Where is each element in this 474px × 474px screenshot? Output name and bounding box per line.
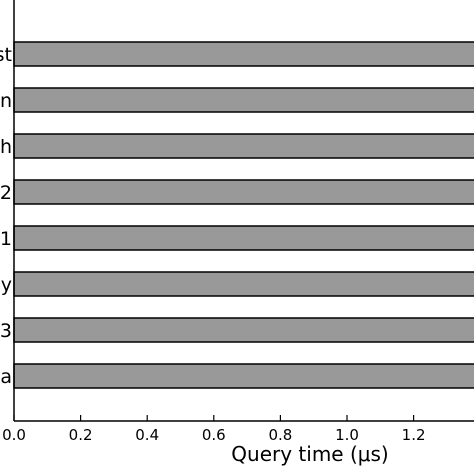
- category-label-2: h: [0, 136, 12, 158]
- bar-5: [13, 271, 474, 297]
- category-label-4: 1: [0, 228, 12, 250]
- bar-1: [13, 87, 474, 113]
- x-tick-label-6: 1.2: [402, 426, 426, 444]
- category-label-0: st: [0, 44, 12, 66]
- bar-7: [13, 363, 474, 389]
- x-tick-label-5: 1.0: [335, 426, 359, 444]
- x-tick-label-0: 0.0: [2, 426, 26, 444]
- category-label-1: n: [0, 90, 12, 112]
- bar-6: [13, 317, 474, 343]
- x-axis-label: Query time (μs): [231, 442, 388, 466]
- category-label-3: 2: [0, 182, 12, 204]
- bars-group: [13, 41, 474, 389]
- x-tick-label-1: 0.2: [69, 426, 93, 444]
- category-labels-group: st n h 2 1 y 3 a: [0, 44, 12, 388]
- category-label-6: 3: [0, 320, 12, 342]
- x-tick-label-2: 0.4: [135, 426, 159, 444]
- x-tick-label-4: 0.8: [268, 426, 292, 444]
- bar-3: [13, 179, 474, 205]
- x-ticks-group: 0.0 0.2 0.4 0.6 0.8 1.0 1.2: [2, 415, 426, 444]
- bar-0: [13, 41, 474, 67]
- bar-2: [13, 133, 474, 159]
- category-label-7: a: [0, 366, 12, 388]
- x-tick-label-3: 0.6: [202, 426, 226, 444]
- bar-4: [13, 225, 474, 251]
- category-label-5: y: [1, 274, 12, 296]
